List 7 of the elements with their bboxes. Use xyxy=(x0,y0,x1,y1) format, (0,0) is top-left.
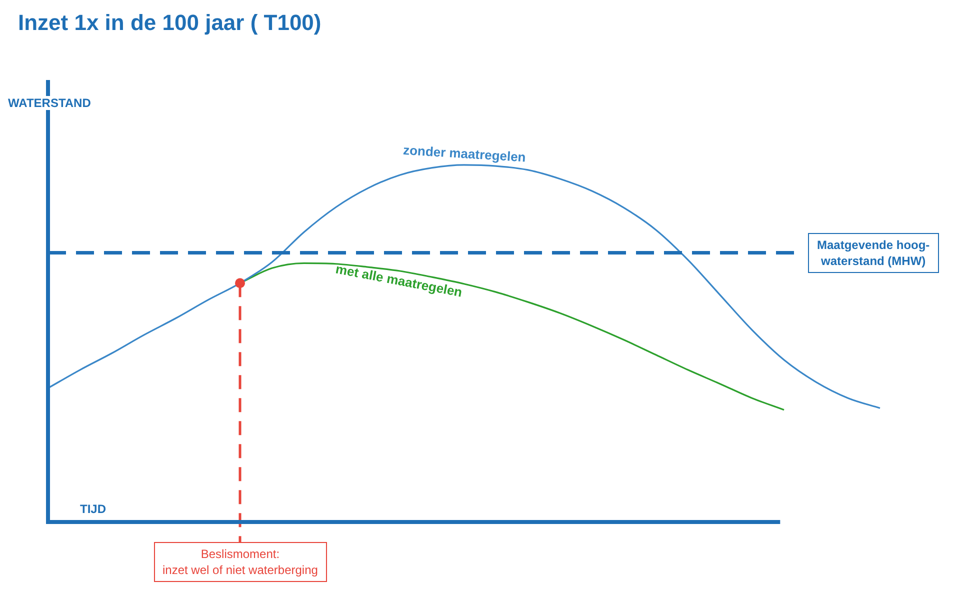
ref-line-label: Maatgevende hoog- waterstand (MHW) xyxy=(808,232,939,274)
text: WATERSTAND xyxy=(8,96,91,110)
series-label: zonder maatregelen xyxy=(402,142,526,165)
x-axis-title: TIJD xyxy=(80,502,106,516)
text: Beslismoment: inzet wel of niet waterberging xyxy=(154,542,327,582)
text: met alle maatregelen xyxy=(334,261,464,300)
chart-title: Inzet 1x in de 100 jaar ( T100) xyxy=(18,10,322,36)
